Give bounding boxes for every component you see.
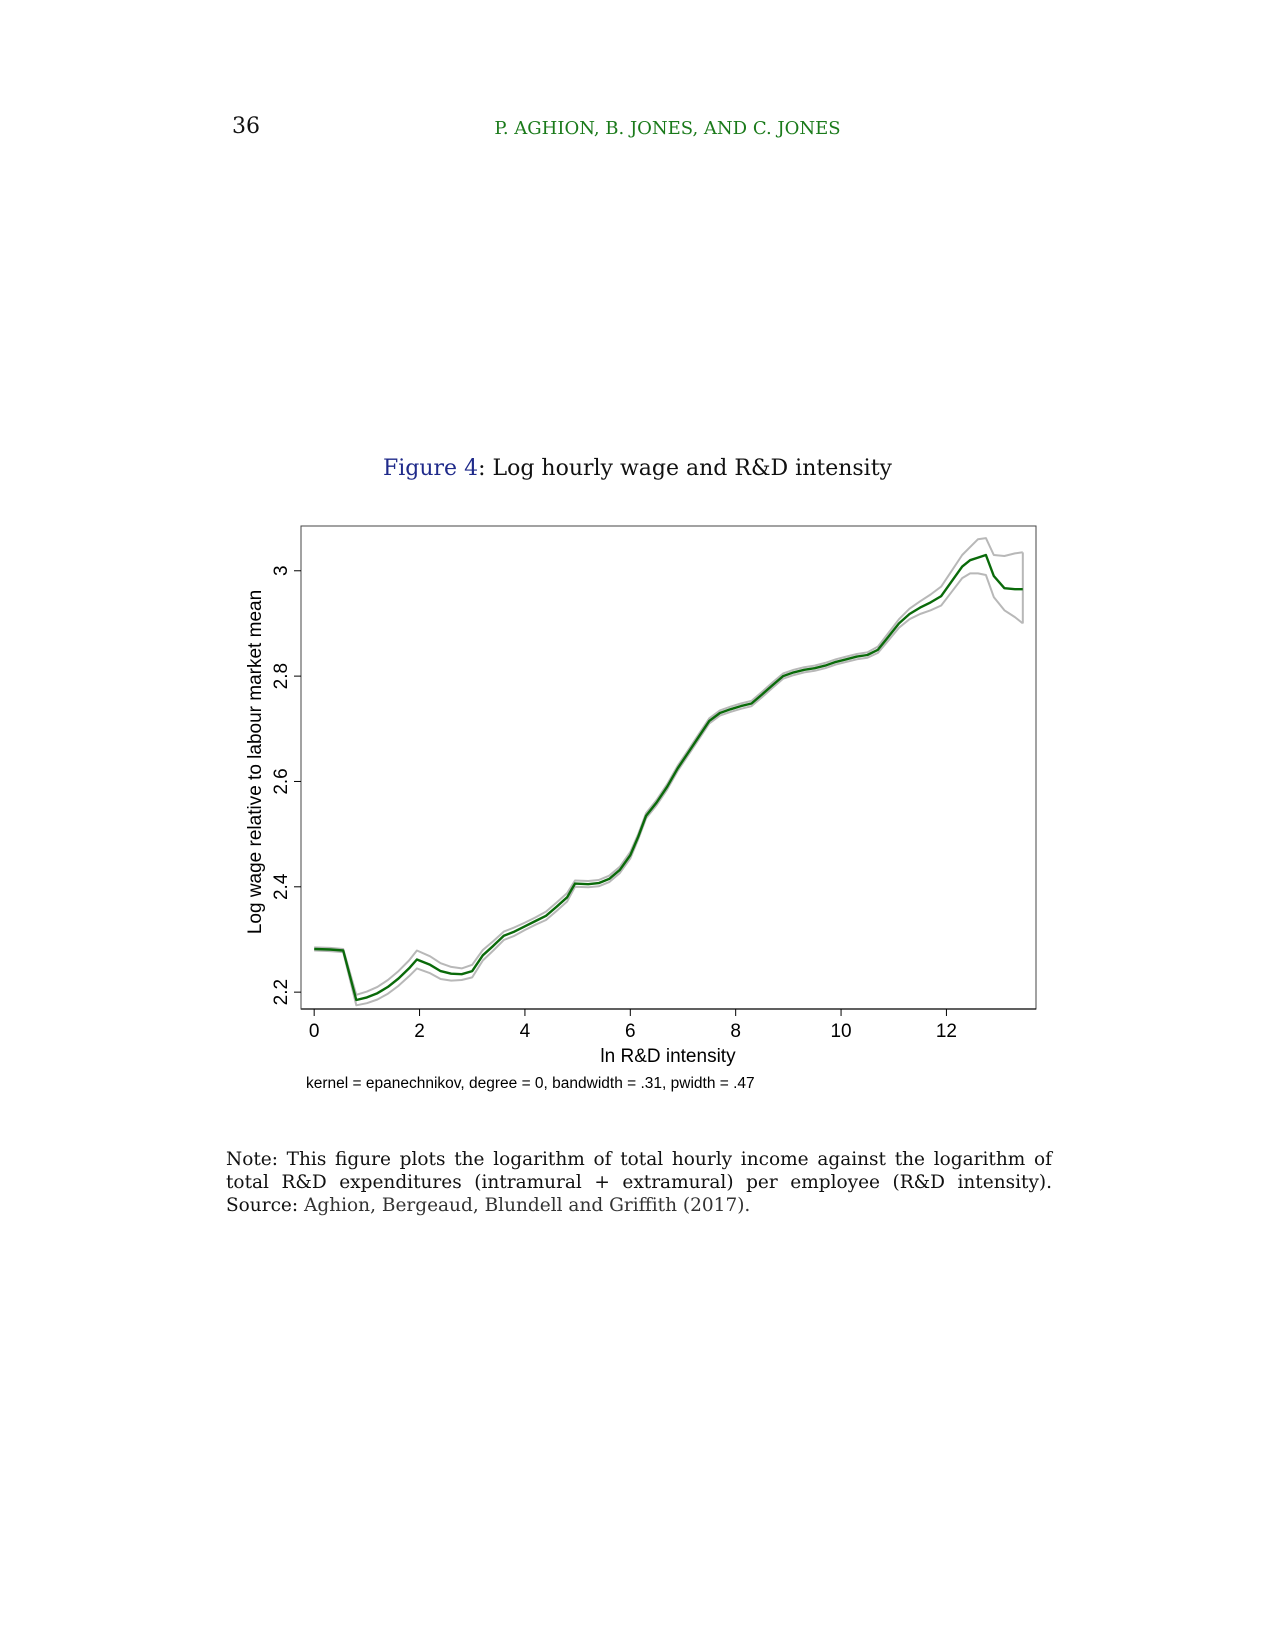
kernel-note: kernel = epanechnikov, degree = 0, bandw… xyxy=(306,1075,755,1092)
y-ticks: 2.2 2.4 2.6 2.8 3 xyxy=(271,565,301,1005)
y-tick-label: 2.4 xyxy=(271,873,292,900)
x-ticks: 0 2 4 6 8 10 12 xyxy=(309,1009,957,1042)
x-tick-label: 0 xyxy=(309,1021,320,1042)
y-tick-label: 2.2 xyxy=(271,979,292,1005)
fit-line xyxy=(314,553,1023,1002)
series-layer xyxy=(314,537,1024,1007)
y-tick-label: 3 xyxy=(271,565,292,576)
y-tick-label: 2.8 xyxy=(271,663,292,689)
x-tick-label: 10 xyxy=(830,1021,851,1042)
x-tick-label: 12 xyxy=(936,1021,957,1042)
note-citation-link[interactable]: Aghion, Bergeaud, Blundell and Griffith … xyxy=(304,1195,751,1216)
figure-note: Note: This figure plots the logarithm of… xyxy=(226,1148,1052,1217)
x-tick-label: 8 xyxy=(730,1021,741,1042)
y-axis-label: Log wage relative to labour market mean xyxy=(245,590,266,934)
lower-ci-line xyxy=(314,572,1024,1007)
x-tick-label: 4 xyxy=(520,1021,531,1042)
y-tick-label: 2.6 xyxy=(271,768,292,794)
chart: 0 2 4 6 8 10 12 2.2 2.4 2.6 2.8 3 ln R&D intensity… xyxy=(245,525,1037,1092)
figure-title: : Log hourly wage and R&D intensity xyxy=(478,456,892,481)
figure-caption: Figure 4: Log hourly wage and R&D intens… xyxy=(0,456,1275,481)
x-axis-label: ln R&D intensity xyxy=(600,1046,736,1067)
running-head: P. AGHION, B. JONES, AND C. JONES xyxy=(494,118,841,139)
x-tick-label: 6 xyxy=(625,1021,636,1042)
upper-ci-line xyxy=(314,537,1023,996)
page-number: 36 xyxy=(232,114,260,139)
note-text: Note: This figure plots the logarithm of… xyxy=(226,1149,1052,1216)
x-tick-label: 2 xyxy=(414,1021,425,1042)
figure-label-link[interactable]: Figure 4 xyxy=(382,456,479,481)
